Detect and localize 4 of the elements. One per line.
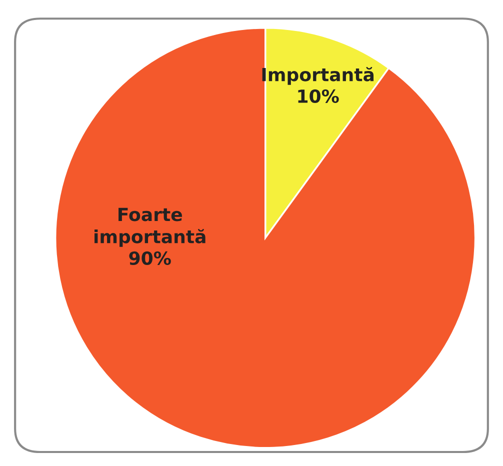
data-label: 10% <box>298 89 339 103</box>
slice-label: Foarte importantă <box>94 208 206 247</box>
data-label: 90% <box>129 251 171 266</box>
pie-slice <box>54 27 476 449</box>
